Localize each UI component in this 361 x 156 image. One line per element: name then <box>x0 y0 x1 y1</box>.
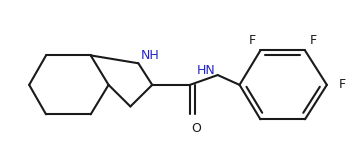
Text: F: F <box>249 34 256 47</box>
Text: NH: NH <box>140 49 159 62</box>
Text: HN: HN <box>197 64 216 77</box>
Text: F: F <box>309 34 317 47</box>
Text: F: F <box>339 78 346 91</box>
Text: O: O <box>191 122 201 135</box>
